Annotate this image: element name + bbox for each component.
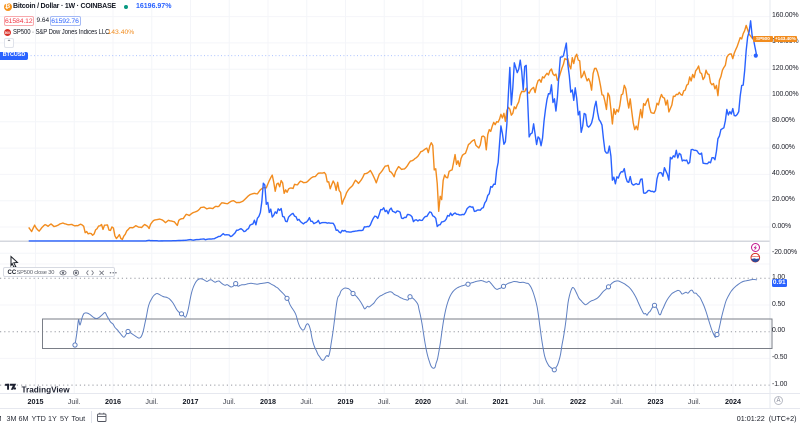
svg-text:TradingView: TradingView [22, 385, 71, 394]
